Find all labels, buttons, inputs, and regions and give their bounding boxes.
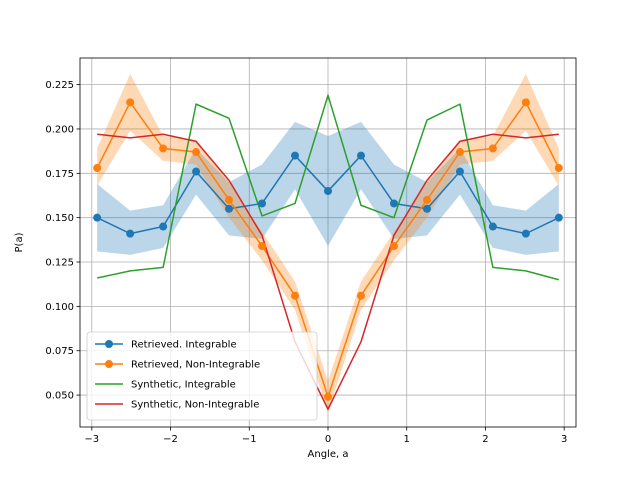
y-axis-ticks: 0.050 0.075 0.100 0.125 0.150 0.175 0.200 0.225	[45, 80, 80, 402]
legend-entry: Retrieved. Integrable	[131, 340, 237, 351]
y-tick-label: 0.175	[45, 169, 74, 180]
x-tick-label: 0	[325, 434, 331, 445]
x-tick-label: −1	[242, 434, 257, 445]
data-point	[356, 151, 365, 160]
data-point	[324, 187, 332, 196]
data-point	[93, 213, 102, 222]
data-point	[159, 222, 168, 231]
data-point	[422, 195, 431, 204]
data-point	[455, 148, 464, 157]
x-axis-ticks: −3 −2 −1 0 1 2 3	[84, 427, 567, 445]
data-point	[258, 242, 267, 251]
y-tick-label: 0.200	[45, 124, 74, 135]
data-point	[422, 204, 431, 213]
data-point	[159, 144, 168, 153]
data-point	[356, 291, 365, 300]
data-point	[126, 229, 135, 238]
series-line-3	[97, 133, 559, 411]
legend-marker	[105, 340, 113, 348]
y-tick-label: 0.100	[45, 302, 74, 313]
data-point	[225, 204, 234, 213]
x-tick-label: 3	[561, 434, 567, 445]
data-point	[554, 213, 563, 222]
data-point	[324, 392, 332, 401]
data-point	[488, 222, 497, 231]
legend-box	[86, 331, 318, 421]
legend-entry: Retrieved, Non-Integrable	[131, 360, 260, 371]
y-tick-label: 0.125	[45, 258, 74, 269]
data-point	[291, 291, 300, 300]
data-point	[126, 98, 135, 107]
data-point	[455, 167, 464, 176]
data-point	[291, 151, 300, 160]
data-point	[225, 195, 234, 204]
data-point	[192, 167, 201, 176]
legend-entry: Synthetic, Integrable	[131, 380, 236, 391]
data-point	[389, 242, 398, 251]
x-tick-label: −2	[163, 434, 178, 445]
confidence-band-series-1	[97, 73, 559, 413]
data-point	[521, 229, 530, 238]
legend-entry: Synthetic, Non-Integrable	[131, 400, 259, 411]
legend-marker	[105, 360, 113, 368]
data-point	[192, 148, 201, 157]
y-tick-label: 0.075	[45, 346, 74, 357]
y-tick-label: 0.150	[45, 213, 74, 224]
grid	[80, 58, 576, 427]
y-axis-label: P(a)	[14, 232, 25, 252]
series-markers	[93, 98, 563, 401]
x-axis-label: Angle, a	[308, 449, 349, 460]
data-point	[488, 144, 497, 153]
data-point	[389, 199, 398, 208]
data-point	[258, 199, 267, 208]
series-line-2	[97, 94, 560, 281]
data-point	[521, 98, 530, 107]
data-point	[554, 163, 563, 172]
y-tick-label: 0.225	[45, 80, 74, 91]
data-point	[93, 163, 102, 172]
legend: Retrieved. Integrable Retrieved, Non-Inte…	[86, 331, 318, 421]
y-tick-label: 0.050	[45, 391, 74, 402]
x-tick-label: −3	[84, 434, 99, 445]
x-tick-label: 1	[404, 434, 410, 445]
x-tick-label: 2	[482, 434, 488, 445]
